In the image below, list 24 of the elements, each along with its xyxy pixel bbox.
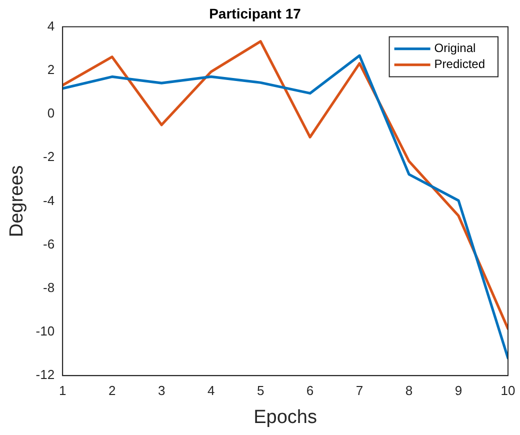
chart-title: Participant 17 (209, 5, 302, 22)
y-tick-label: -4 (43, 192, 55, 208)
y-tick-label: -6 (43, 236, 55, 252)
x-tick-label: 6 (306, 382, 314, 398)
y-tick-label: -2 (43, 149, 55, 164)
legend-label: Predicted (434, 57, 486, 72)
y-tick-label: -8 (43, 280, 55, 295)
y-tick-label: -10 (36, 324, 55, 339)
y-tick-label: 0 (47, 106, 55, 121)
y-axis-title: Degrees (6, 165, 28, 238)
y-tick-label: -12 (36, 367, 55, 382)
x-tick-label: 10 (500, 382, 516, 398)
x-tick-label: 7 (356, 382, 364, 398)
x-tick-label: 5 (256, 382, 264, 398)
x-tick-label: 2 (108, 382, 116, 398)
y-tick-label: 2 (47, 62, 55, 77)
x-tick-label: 9 (454, 382, 462, 398)
x-axis-title: Epochs (254, 406, 317, 428)
x-tick-label: 8 (405, 382, 413, 398)
legend-label: Original (434, 41, 476, 56)
x-tick-label: 1 (58, 382, 66, 398)
y-tick-label: 4 (47, 18, 55, 34)
x-tick-label: 3 (158, 382, 166, 398)
x-tick-label: 4 (207, 382, 215, 398)
